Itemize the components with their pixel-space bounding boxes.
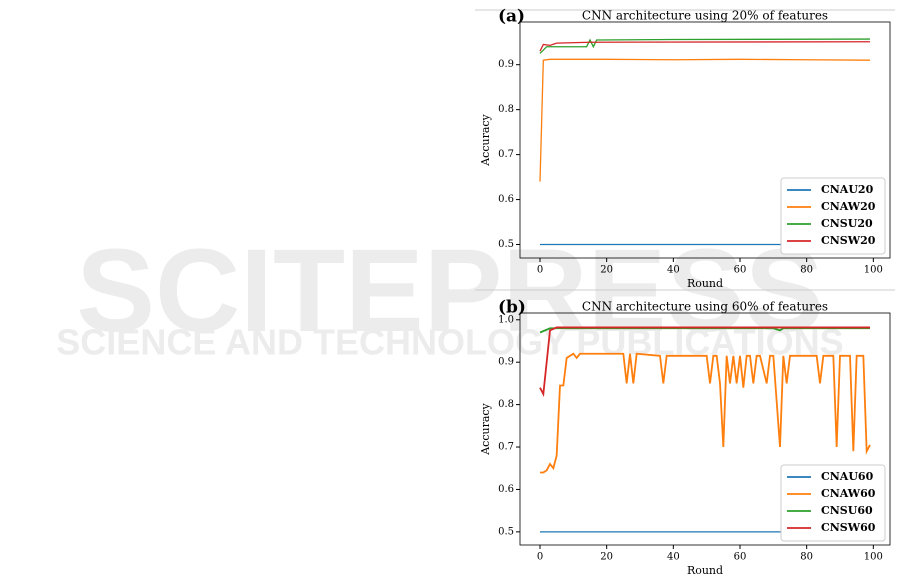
- x-tick-label: 0: [537, 265, 543, 276]
- y-axis-label: Accuracy: [479, 402, 492, 455]
- panel-label: (b): [498, 298, 526, 318]
- x-tick-label: 80: [800, 552, 813, 563]
- legend-label: CNAU20: [821, 183, 874, 196]
- legend-box: [780, 177, 886, 255]
- plot-frame: [519, 21, 891, 259]
- legend-box: [780, 464, 886, 542]
- watermark: SCITEPRESS: [76, 225, 824, 357]
- x-tick-label: 20: [600, 265, 613, 276]
- x-tick-label: 80: [800, 265, 813, 276]
- plot-frame: [519, 312, 891, 546]
- legend-label: CNSU60: [821, 504, 873, 517]
- chart-title: CNN architecture using 20% of features: [582, 9, 828, 23]
- y-tick-label: 1.0: [498, 314, 514, 325]
- chart-title: CNN architecture using 60% of features: [582, 300, 828, 314]
- x-tick-label: 40: [667, 265, 680, 276]
- line: [539, 58, 871, 182]
- legend-label: CNAW60: [821, 487, 876, 500]
- line: [539, 38, 871, 54]
- x-tick-label: 100: [864, 265, 883, 276]
- legend-label: CNSW60: [821, 521, 876, 534]
- y-tick-label: 0.5: [498, 526, 514, 537]
- panel-label: (a): [498, 7, 525, 27]
- y-tick-label: 0.9: [498, 59, 514, 70]
- y-tick-label: 0.5: [498, 239, 514, 250]
- legend-label: CNAW20: [821, 200, 876, 213]
- y-tick-label: 0.7: [498, 442, 514, 453]
- x-tick-label: 0: [537, 552, 543, 563]
- legend-label: CNSU20: [821, 217, 873, 230]
- x-tick-label: 40: [667, 552, 680, 563]
- y-axis-label: Accuracy: [479, 113, 492, 166]
- y-tick-label: 0.9: [498, 357, 514, 368]
- y-tick-label: 0.8: [498, 104, 514, 115]
- y-tick-label: 0.6: [498, 484, 514, 495]
- line: [539, 41, 871, 52]
- x-tick-label: 60: [734, 552, 747, 563]
- y-tick-label: 0.8: [498, 399, 514, 410]
- legend-label: CNAU60: [821, 470, 874, 483]
- legend-label: CNSW20: [821, 234, 876, 247]
- line: [539, 326, 870, 398]
- x-tick-label: 20: [600, 552, 613, 563]
- x-tick-label: 60: [734, 265, 747, 276]
- y-tick-label: 0.6: [498, 194, 514, 205]
- line: [540, 352, 871, 474]
- x-axis-label: Round: [687, 564, 723, 577]
- y-tick-label: 0.7: [498, 149, 514, 160]
- x-axis-label: Round: [687, 277, 723, 290]
- x-tick-label: 100: [864, 552, 883, 563]
